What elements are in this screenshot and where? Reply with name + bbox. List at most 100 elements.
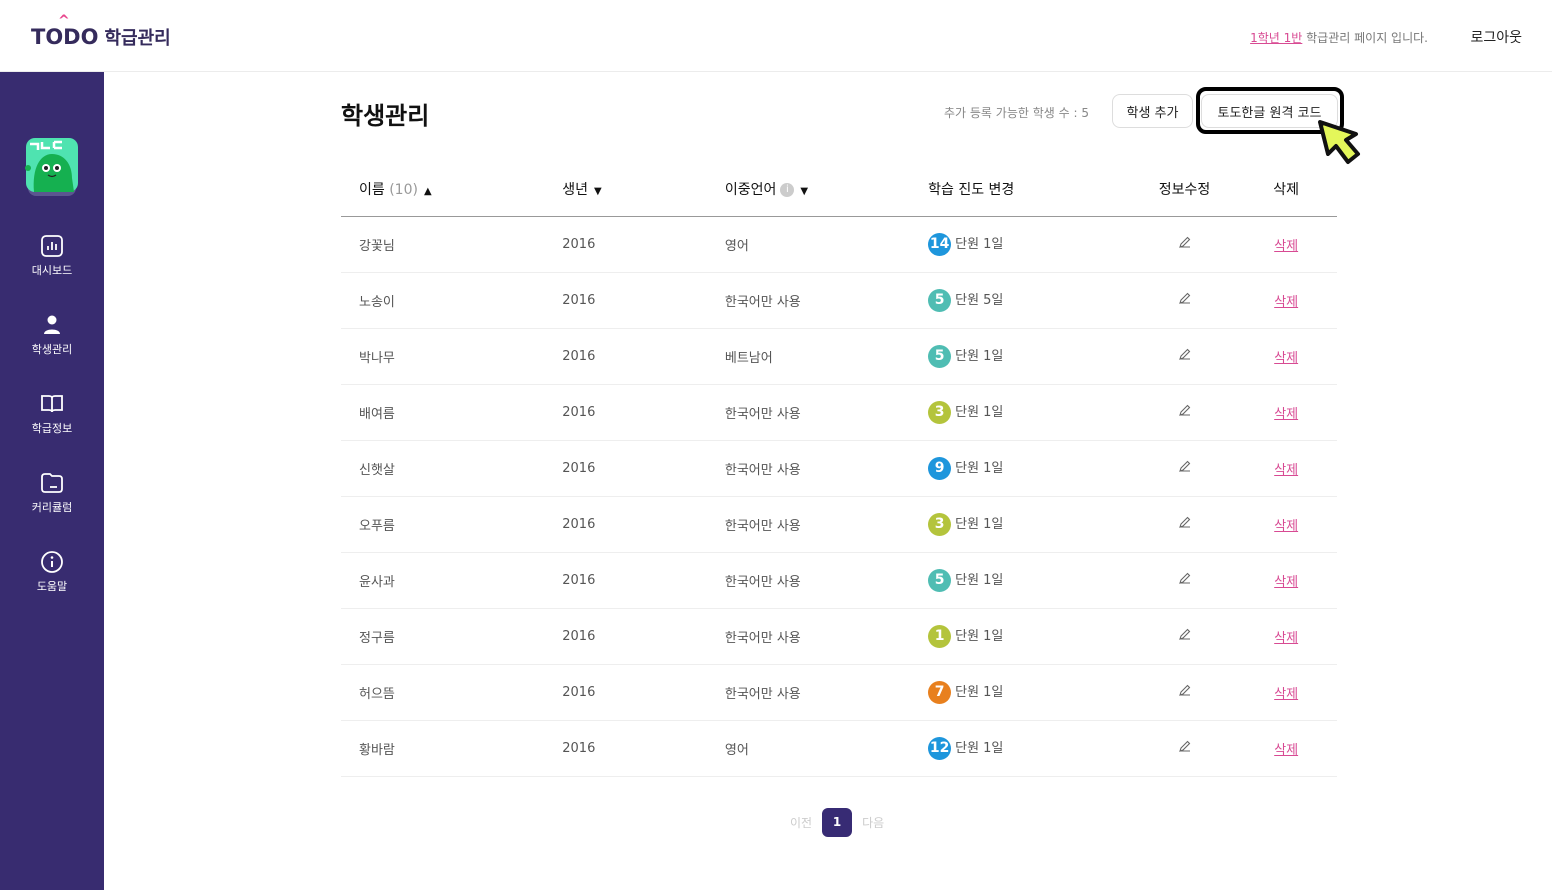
page-1-button[interactable]: 1 — [822, 808, 853, 837]
table-row: 윤사과 2016 한국어만 사용 5 단원 1일 삭제 — [341, 552, 1337, 609]
sidebar-item-help[interactable]: 도움말 — [0, 550, 104, 594]
top-header: TODO 학급관리 1학년 1반 학급관리 페이지 입니다. 로그아웃 — [0, 0, 1552, 72]
col-birth[interactable]: 생년 ▼ — [544, 162, 707, 217]
progress-cell[interactable]: 7 단원 1일 — [910, 664, 1134, 721]
language: 영어 — [706, 216, 911, 273]
birth-year: 2016 — [544, 328, 707, 385]
delete-button[interactable]: 삭제 — [1274, 294, 1299, 310]
pencil-icon[interactable] — [1178, 291, 1192, 305]
table-header: 이름 (10) ▲ 생년 ▼ 이중언어 i ▼ 학습 진도 변경 정보수정 삭제 — [341, 162, 1337, 217]
progress-cell[interactable]: 5 단원 5일 — [910, 272, 1134, 329]
logo-subtitle: 학급관리 — [104, 28, 171, 49]
language: 한국어만 사용 — [706, 440, 911, 497]
delete-button[interactable]: 삭제 — [1274, 518, 1299, 534]
birth-year: 2016 — [544, 608, 707, 665]
pencil-icon[interactable] — [1178, 515, 1192, 529]
chart-icon — [41, 235, 63, 257]
pencil-icon[interactable] — [1178, 571, 1192, 585]
birth-year: 2016 — [544, 216, 707, 273]
progress-text: 단원 1일 — [955, 684, 1004, 700]
progress-cell[interactable]: 9 단원 1일 — [910, 440, 1134, 497]
delete-button[interactable]: 삭제 — [1274, 630, 1299, 646]
pencil-icon[interactable] — [1178, 235, 1192, 249]
edit-cell — [1133, 384, 1236, 441]
col-progress: 학습 진도 변경 — [910, 162, 1134, 217]
table-row: 배여름 2016 한국어만 사용 3 단원 1일 삭제 — [341, 384, 1337, 441]
delete-button[interactable]: 삭제 — [1274, 686, 1299, 702]
delete-button[interactable]: 삭제 — [1274, 406, 1299, 422]
progress-cell[interactable]: 5 단원 1일 — [910, 328, 1134, 385]
edit-cell — [1133, 720, 1236, 777]
table-row: 신햇살 2016 한국어만 사용 9 단원 1일 삭제 — [341, 440, 1337, 497]
col-delete: 삭제 — [1235, 162, 1337, 217]
logo[interactable]: TODO 학급관리 — [31, 13, 171, 50]
progress-cell[interactable]: 14 단원 1일 — [910, 216, 1134, 273]
delete-cell: 삭제 — [1235, 328, 1337, 385]
delete-button[interactable]: 삭제 — [1274, 350, 1299, 366]
progress-cell[interactable]: 3 단원 1일 — [910, 384, 1134, 441]
language: 한국어만 사용 — [706, 608, 911, 665]
class-info-text: 학급관리 페이지 입니다. — [1302, 31, 1428, 45]
table-row: 강꽃님 2016 영어 14 단원 1일 삭제 — [341, 216, 1337, 273]
edit-cell — [1133, 216, 1236, 273]
sidebar: 대시보드 학생관리 학급정보 커리큘럼 도움말 — [0, 72, 104, 890]
logout-button[interactable]: 로그아웃 — [1470, 30, 1522, 46]
progress-cell[interactable]: 1 단원 1일 — [910, 608, 1134, 665]
unit-badge: 7 — [928, 680, 952, 704]
pencil-icon[interactable] — [1178, 683, 1192, 697]
student-name: 윤사과 — [341, 552, 545, 609]
sidebar-item-label: 도움말 — [36, 580, 68, 593]
delete-button[interactable]: 삭제 — [1274, 574, 1299, 590]
language: 베트남어 — [706, 328, 911, 385]
remote-code-button[interactable]: 토도한글 원격 코드 — [1201, 94, 1338, 128]
col-name-label: 이름 — [359, 181, 385, 198]
language: 한국어만 사용 — [706, 384, 911, 441]
col-language[interactable]: 이중언어 i ▼ — [706, 162, 911, 217]
student-table: 이름 (10) ▲ 생년 ▼ 이중언어 i ▼ 학습 진도 변경 정보수정 삭제 강꽃님… — [341, 162, 1337, 777]
pencil-icon[interactable] — [1178, 459, 1192, 473]
col-name[interactable]: 이름 (10) ▲ — [341, 162, 545, 217]
info-icon[interactable]: i — [780, 182, 795, 197]
sort-up-icon[interactable]: ▲ — [423, 185, 432, 197]
delete-cell: 삭제 — [1235, 440, 1337, 497]
sort-down-icon[interactable]: ▼ — [594, 185, 602, 197]
pencil-icon[interactable] — [1178, 627, 1192, 641]
unit-badge: 12 — [928, 736, 952, 760]
progress-text: 단원 1일 — [955, 460, 1004, 476]
student-name: 황바람 — [341, 720, 545, 777]
edit-cell — [1133, 608, 1236, 665]
class-link[interactable]: 1학년 1반 — [1250, 31, 1303, 45]
student-name: 신햇살 — [341, 440, 545, 497]
delete-button[interactable]: 삭제 — [1274, 742, 1299, 758]
progress-text: 단원 1일 — [955, 348, 1004, 364]
sort-down-icon[interactable]: ▼ — [800, 185, 809, 197]
sidebar-item-label: 학생관리 — [31, 343, 73, 356]
delete-cell: 삭제 — [1235, 664, 1337, 721]
table-row: 노송이 2016 한국어만 사용 5 단원 5일 삭제 — [341, 272, 1337, 329]
prev-page-button[interactable]: 이전 — [790, 816, 813, 830]
unit-badge: 9 — [928, 456, 952, 480]
progress-cell[interactable]: 5 단원 1일 — [910, 552, 1134, 609]
add-student-button[interactable]: 학생 추가 — [1112, 94, 1193, 128]
highlight-box — [1196, 87, 1344, 134]
birth-year: 2016 — [544, 440, 707, 497]
delete-button[interactable]: 삭제 — [1274, 462, 1299, 478]
pencil-icon[interactable] — [1178, 739, 1192, 753]
progress-cell[interactable]: 3 단원 1일 — [910, 496, 1134, 553]
pencil-icon[interactable] — [1178, 347, 1192, 361]
pencil-icon[interactable] — [1178, 403, 1192, 417]
sidebar-item-dashboard[interactable]: 대시보드 — [0, 234, 104, 278]
delete-button[interactable]: 삭제 — [1274, 238, 1299, 254]
delete-cell: 삭제 — [1235, 216, 1337, 273]
sidebar-item-students[interactable]: 학생관리 — [0, 313, 104, 357]
progress-cell[interactable]: 12 단원 1일 — [910, 720, 1134, 777]
sidebar-item-class-info[interactable]: 학급정보 — [0, 392, 104, 436]
unit-badge: 5 — [928, 568, 952, 592]
student-name: 허으뜸 — [341, 664, 545, 721]
language: 한국어만 사용 — [706, 552, 911, 609]
sidebar-item-curriculum[interactable]: 커리큘럼 — [0, 471, 104, 515]
language: 영어 — [706, 720, 911, 777]
unit-badge: 3 — [928, 400, 952, 424]
progress-text: 단원 1일 — [955, 236, 1004, 252]
next-page-button[interactable]: 다음 — [862, 816, 885, 830]
